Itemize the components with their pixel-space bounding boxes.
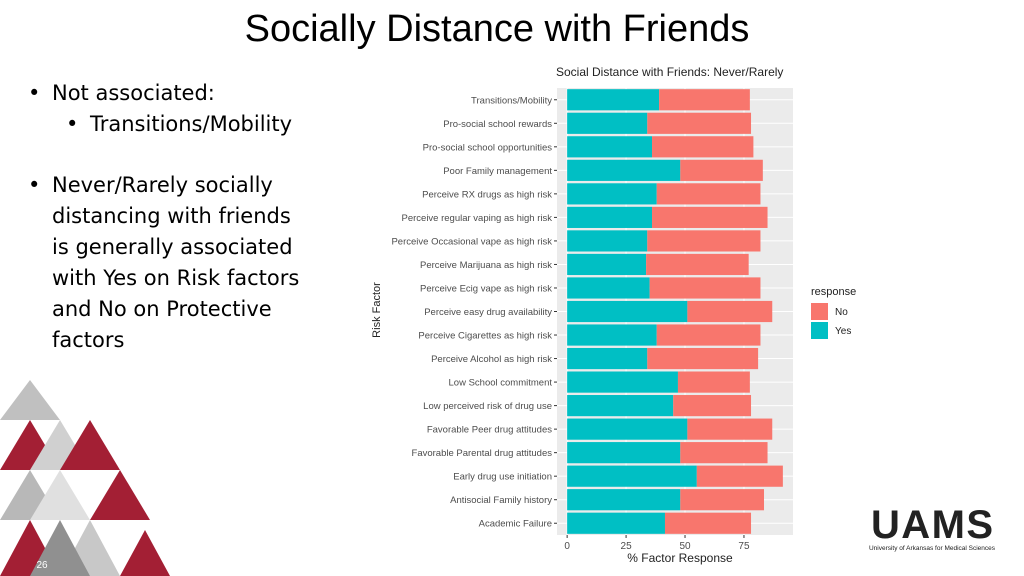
bar [696, 465, 783, 487]
bar [567, 465, 697, 487]
y-tick-label: Pro-social school opportunities [423, 142, 553, 153]
bar [567, 159, 681, 181]
y-tick-label: Perceive easy drug availability [424, 307, 552, 318]
logo: UAMS [871, 503, 993, 547]
bar [567, 230, 648, 252]
bar [567, 418, 688, 440]
bar [680, 159, 763, 181]
y-tick-label: Antisocial Family history [450, 495, 552, 506]
bar [567, 89, 660, 111]
bar [677, 371, 750, 393]
decoration [0, 380, 170, 576]
bar [652, 136, 754, 158]
y-tick-label: Perceive RX drugs as high risk [422, 189, 552, 200]
bar [567, 277, 650, 299]
y-tick-label: Low perceived risk of drug use [423, 401, 552, 412]
x-axis-title: % Factor Response [627, 551, 733, 565]
y-tick-label: Perceive Alcohol as high risk [431, 354, 552, 365]
y-tick-label: Academic Failure [479, 519, 552, 530]
bar [567, 512, 665, 534]
y-tick-label: Transitions/Mobility [471, 95, 552, 106]
bar [649, 277, 761, 299]
bar [646, 253, 749, 276]
bullet: Never/Rarely socially distancing with fr… [28, 170, 314, 356]
y-tick-label: Favorable Peer drug attitudes [427, 425, 552, 436]
x-tick-label: 50 [679, 541, 691, 552]
bar [680, 442, 768, 464]
bar [664, 512, 752, 534]
y-tick-label: Poor Family management [443, 166, 552, 177]
y-axis-title: Risk Factor [371, 282, 383, 338]
chart-title: Social Distance with Friends: Never/Rare… [556, 65, 783, 79]
y-tick-label: Low School commitment [449, 378, 553, 389]
legend-label: Yes [835, 326, 851, 337]
bar [567, 324, 657, 346]
logo-subtitle: University of Arkansas for Medical Scien… [869, 545, 996, 552]
bar [567, 183, 657, 205]
bar [656, 324, 761, 346]
bar [567, 300, 688, 323]
bar [647, 112, 752, 134]
bar [656, 183, 761, 205]
legend-title: response [811, 286, 856, 298]
legend-swatch [811, 322, 828, 339]
y-tick-label: Perceive Occasional vape as high risk [391, 236, 552, 247]
x-tick-label: 75 [738, 541, 750, 552]
bar [673, 395, 752, 417]
y-tick-label: Perceive Ecig vape as high risk [420, 283, 552, 294]
bar [567, 206, 653, 228]
y-tick-label: Early drug use initiation [453, 472, 552, 483]
y-tick-label: Perceive regular vaping as high risk [402, 213, 553, 224]
bar [567, 347, 648, 370]
slide-title: Socially Distance with Friends [244, 8, 750, 50]
bullet: Transitions/Mobility [28, 109, 328, 140]
x-tick-label: 0 [564, 541, 570, 552]
bar [567, 442, 681, 464]
bar [567, 112, 648, 134]
y-tick-label: Perceive Cigarettes as high risk [418, 331, 552, 342]
bar [659, 89, 750, 111]
legend-label: No [835, 307, 848, 318]
page-number: 26 [36, 560, 48, 571]
y-tick-label: Favorable Parental drug attitudes [412, 448, 553, 459]
bar [652, 206, 768, 228]
bar [567, 136, 653, 158]
bar [687, 300, 773, 323]
bar [567, 253, 647, 276]
bar [687, 418, 773, 440]
bullet: Not associated: [28, 78, 328, 109]
bar [647, 347, 759, 370]
x-tick-label: 25 [621, 541, 633, 552]
bar [567, 371, 678, 393]
bar [647, 230, 761, 252]
y-tick-label: Pro-social school rewards [443, 119, 552, 130]
bullet-list: Not associated:Transitions/Mobility Never… [28, 78, 328, 356]
legend-swatch [811, 303, 828, 320]
bar [567, 489, 681, 511]
bar [567, 395, 674, 417]
bar [680, 489, 765, 511]
y-tick-label: Perceive Marijuana as high risk [420, 260, 552, 271]
